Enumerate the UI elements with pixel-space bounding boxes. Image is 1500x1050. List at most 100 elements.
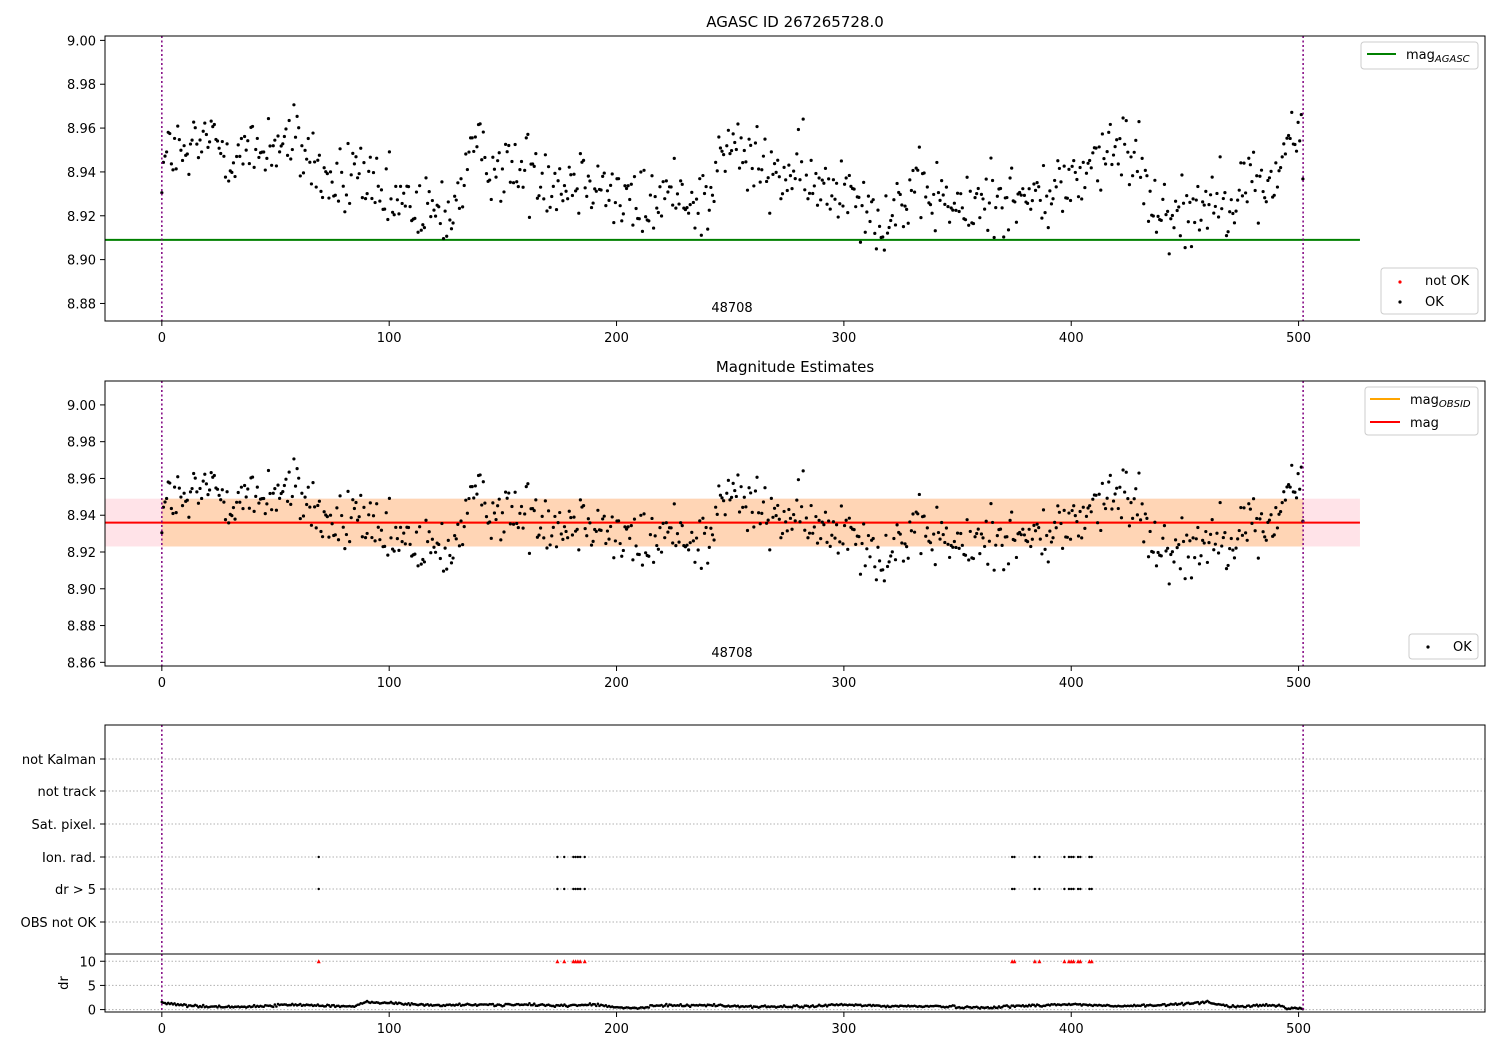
data-point-ok: [906, 221, 910, 225]
data-point-ok: [419, 562, 423, 566]
data-point-ok: [620, 219, 624, 223]
data-point-ok: [841, 542, 845, 546]
data-point-ok: [973, 535, 977, 539]
data-point-ok: [1251, 497, 1256, 501]
panel2-x-axis: 0 100 200 300 400 500: [158, 666, 1311, 691]
data-point-ok: [986, 562, 990, 566]
data-point-ok: [745, 188, 750, 192]
data-point-ok: [542, 536, 546, 540]
data-point-ok: [885, 231, 890, 235]
data-point-ok: [717, 484, 721, 488]
data-point-ok: [922, 171, 926, 175]
data-point-ok: [311, 481, 315, 485]
data-point-ok: [1258, 174, 1262, 178]
data-point-ok: [871, 536, 875, 541]
data-point-ok: [642, 168, 646, 172]
data-point-ok: [1263, 535, 1267, 539]
data-point-ok: [626, 525, 630, 529]
data-point-ok: [328, 170, 333, 174]
data-point-ok: [1105, 496, 1109, 500]
flag-point: [1013, 855, 1016, 859]
data-point-ok: [804, 516, 808, 520]
obsid-label: 48708: [711, 646, 752, 661]
data-point-ok: [677, 202, 681, 206]
data-point-ok: [892, 198, 896, 202]
data-point-ok: [764, 179, 769, 184]
data-point-ok: [701, 173, 705, 178]
data-point-ok: [947, 220, 952, 224]
dr-point: [781, 1005, 784, 1009]
data-point-ok: [1166, 209, 1170, 213]
data-point-ok: [333, 193, 337, 197]
svg-text:magOBSID: magOBSID: [1410, 393, 1471, 410]
obsid-label: 48708: [711, 301, 752, 316]
data-point-ok: [212, 473, 216, 478]
data-point-ok: [674, 206, 678, 210]
data-point-ok: [634, 206, 638, 211]
legend-ok-label: OK: [1453, 640, 1472, 655]
dr-point: [688, 1005, 692, 1009]
flag-point: [1090, 855, 1093, 859]
data-point-ok: [524, 485, 528, 489]
data-point-ok: [1060, 209, 1065, 214]
data-point-ok: [215, 139, 220, 143]
data-point-ok: [1167, 252, 1171, 256]
data-point-ok: [978, 551, 982, 556]
data-point-ok: [575, 187, 579, 191]
data-point-ok: [1051, 197, 1055, 201]
data-point-ok: [865, 210, 869, 214]
data-point-ok: [554, 545, 559, 549]
data-point-ok: [1103, 162, 1108, 166]
data-point-ok: [564, 189, 568, 193]
data-point-ok: [661, 180, 665, 184]
data-point-ok: [971, 556, 976, 561]
data-point-ok: [905, 207, 909, 211]
data-point-ok: [909, 188, 914, 193]
data-point-ok: [424, 176, 428, 180]
data-point-ok: [510, 504, 514, 509]
dr-point: [593, 1003, 597, 1006]
data-point-ok: [1076, 195, 1081, 199]
data-point-ok: [297, 476, 301, 480]
data-point-ok: [801, 469, 805, 473]
data-point-ok: [1099, 188, 1103, 192]
data-point-ok: [1201, 200, 1205, 204]
data-point-ok: [274, 508, 279, 512]
data-point-ok: [1266, 178, 1270, 183]
data-point-ok: [696, 211, 700, 215]
dr-point: [532, 1002, 536, 1006]
data-point-ok: [546, 509, 551, 513]
y-tick-label: 9.00: [67, 399, 96, 414]
data-point-ok: [857, 195, 861, 200]
data-point-ok: [508, 180, 512, 184]
data-point-ok: [511, 522, 516, 526]
data-point-ok: [182, 144, 186, 148]
data-point-ok: [650, 516, 654, 521]
data-point-ok: [219, 151, 223, 156]
data-point-ok: [507, 143, 511, 148]
data-point-ok: [1162, 182, 1167, 186]
data-point-ok: [400, 201, 404, 206]
data-point-ok: [989, 156, 993, 160]
data-point-ok: [944, 185, 949, 189]
data-point-ok: [901, 559, 906, 563]
data-point-ok: [367, 513, 371, 517]
data-point-ok: [642, 512, 646, 516]
dr-clipped-marker: [1078, 959, 1083, 964]
dr-clipped-marker: [578, 959, 583, 964]
data-point-ok: [1105, 150, 1109, 154]
data-point-ok: [714, 160, 718, 164]
data-point-ok: [671, 541, 675, 545]
data-point-ok: [340, 170, 344, 174]
data-point-ok: [1033, 188, 1038, 193]
data-point-ok: [174, 511, 178, 515]
data-point-ok: [986, 228, 990, 232]
data-point-ok: [981, 197, 985, 201]
data-point-ok: [389, 536, 393, 540]
data-point-ok: [912, 190, 917, 194]
data-point-ok: [362, 160, 366, 165]
data-point-ok: [847, 173, 851, 178]
data-point-ok: [433, 214, 438, 218]
data-point-ok: [241, 162, 245, 166]
data-point-ok: [233, 174, 237, 179]
